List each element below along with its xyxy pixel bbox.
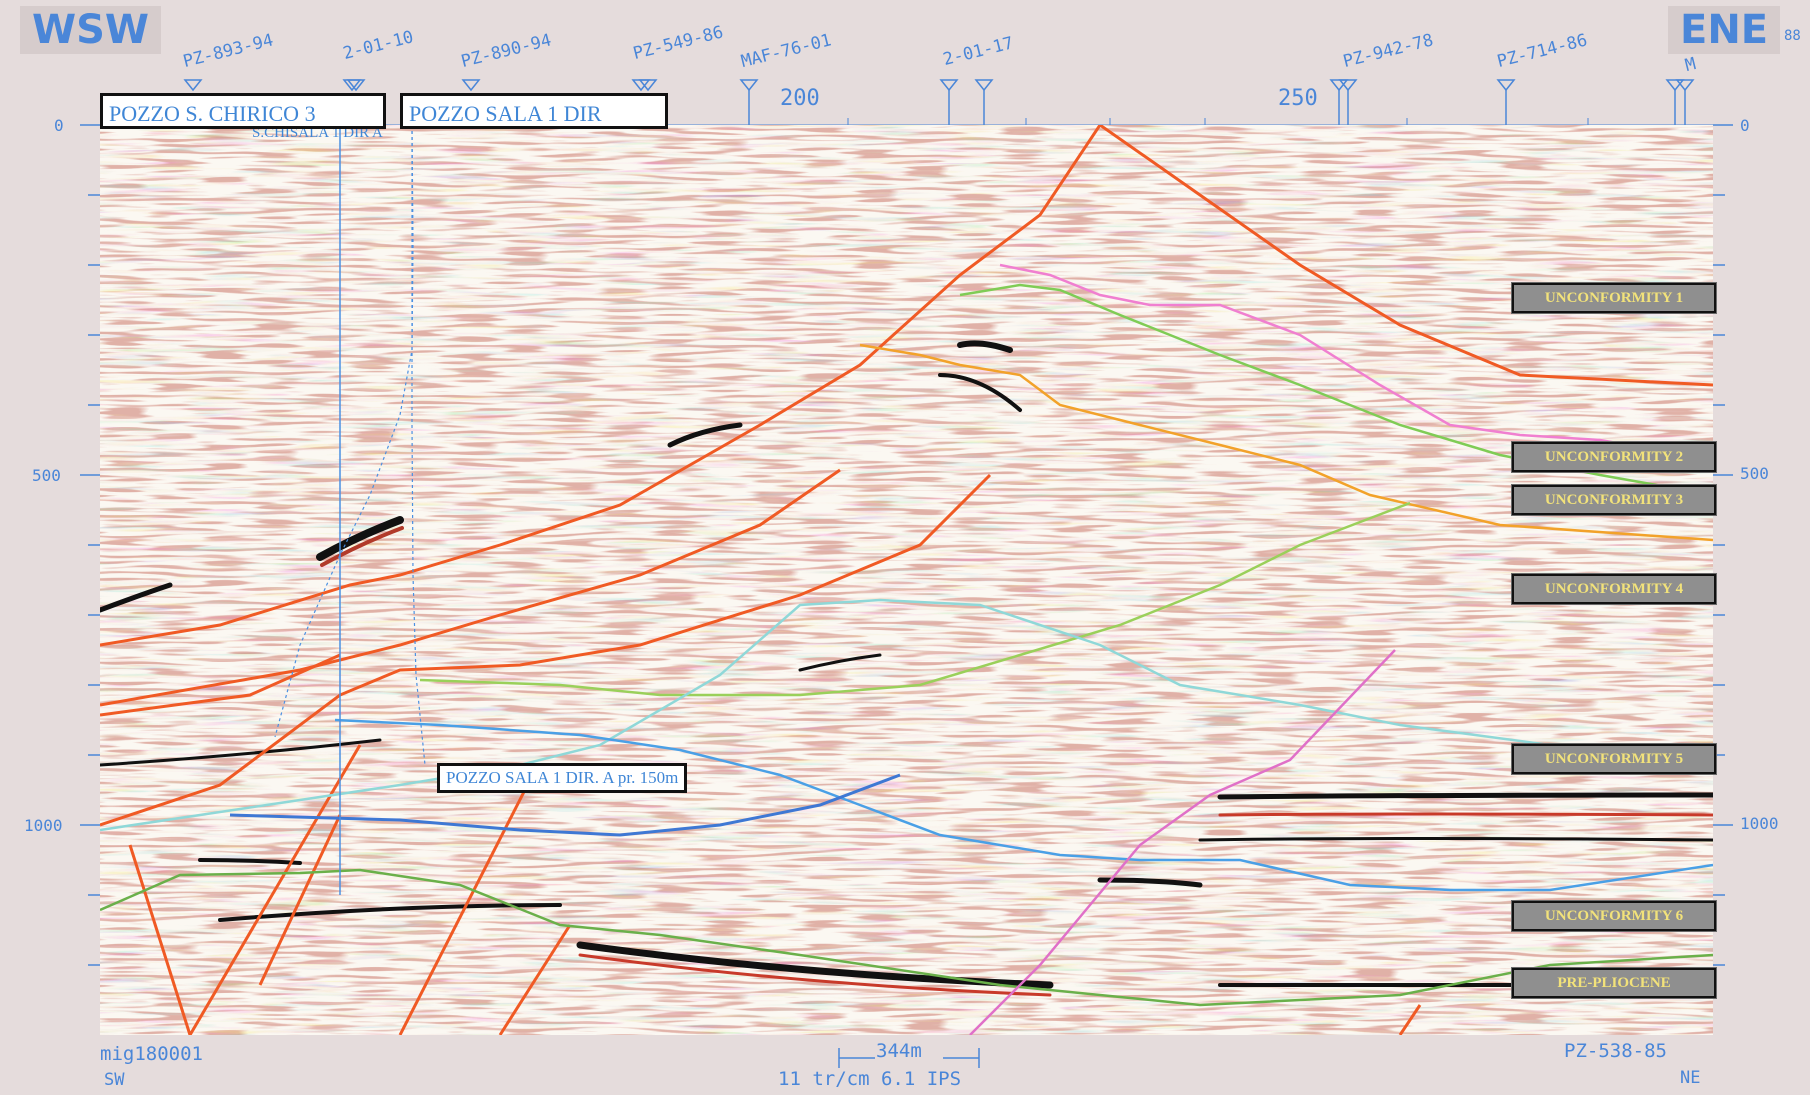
ne-label: NE <box>1680 1068 1701 1088</box>
sw-label: SW <box>104 1070 125 1090</box>
time-axis-label-right: 1000 <box>1740 814 1779 833</box>
time-axis-label-left: 0 <box>54 116 64 135</box>
time-axis-label-right: 0 <box>1740 116 1750 135</box>
scale-bar-label: 344m <box>876 1040 922 1062</box>
direction-right-label: ENE <box>1668 6 1781 54</box>
time-axis-label-right: 500 <box>1740 464 1769 483</box>
unconformity-label: UNCONFORMITY 6 <box>1511 900 1717 932</box>
unconformity-label: UNCONFORMITY 1 <box>1511 282 1717 314</box>
unconformity-label: UNCONFORMITY 3 <box>1511 484 1717 516</box>
well-label-sala1a: POZZO SALA 1 DIR. A pr. 150m <box>437 763 688 793</box>
well-sub-label: S.CHISALA 1 DIR A <box>252 125 383 141</box>
well-label-sala1: POZZO SALA 1 DIR <box>400 93 668 129</box>
time-axis-ticks <box>80 124 1733 966</box>
cdp-label: 200 <box>780 86 820 111</box>
well-label-s-chirico: POZZO S. CHIRICO 3 <box>100 93 386 129</box>
line-id: mig180001 <box>100 1043 203 1065</box>
unconformity-label: UNCONFORMITY 2 <box>1511 441 1717 473</box>
cdp-label: 250 <box>1278 86 1318 111</box>
well-tick-label: 88 <box>1784 28 1801 44</box>
unconformity-label: PRE-PLIOCENE <box>1511 967 1717 999</box>
well-tick-markers <box>100 79 1713 125</box>
scale-bar <box>838 1048 980 1068</box>
time-axis-label-left: 1000 <box>24 816 63 835</box>
seismic-plot: S.CHISALA 1 DIR A POZZO SALA 1 DIR. A pr… <box>100 125 1713 1035</box>
seismic-image <box>100 125 1713 1035</box>
unconformity-label: UNCONFORMITY 4 <box>1511 573 1717 605</box>
unconformity-label: UNCONFORMITY 5 <box>1511 743 1717 775</box>
acquisition-params: 11 tr/cm 6.1 IPS <box>778 1068 962 1090</box>
direction-left-label: WSW <box>20 6 162 54</box>
time-axis-label-left: 500 <box>32 466 61 485</box>
end-line-id: PZ-538-85 <box>1564 1040 1667 1062</box>
